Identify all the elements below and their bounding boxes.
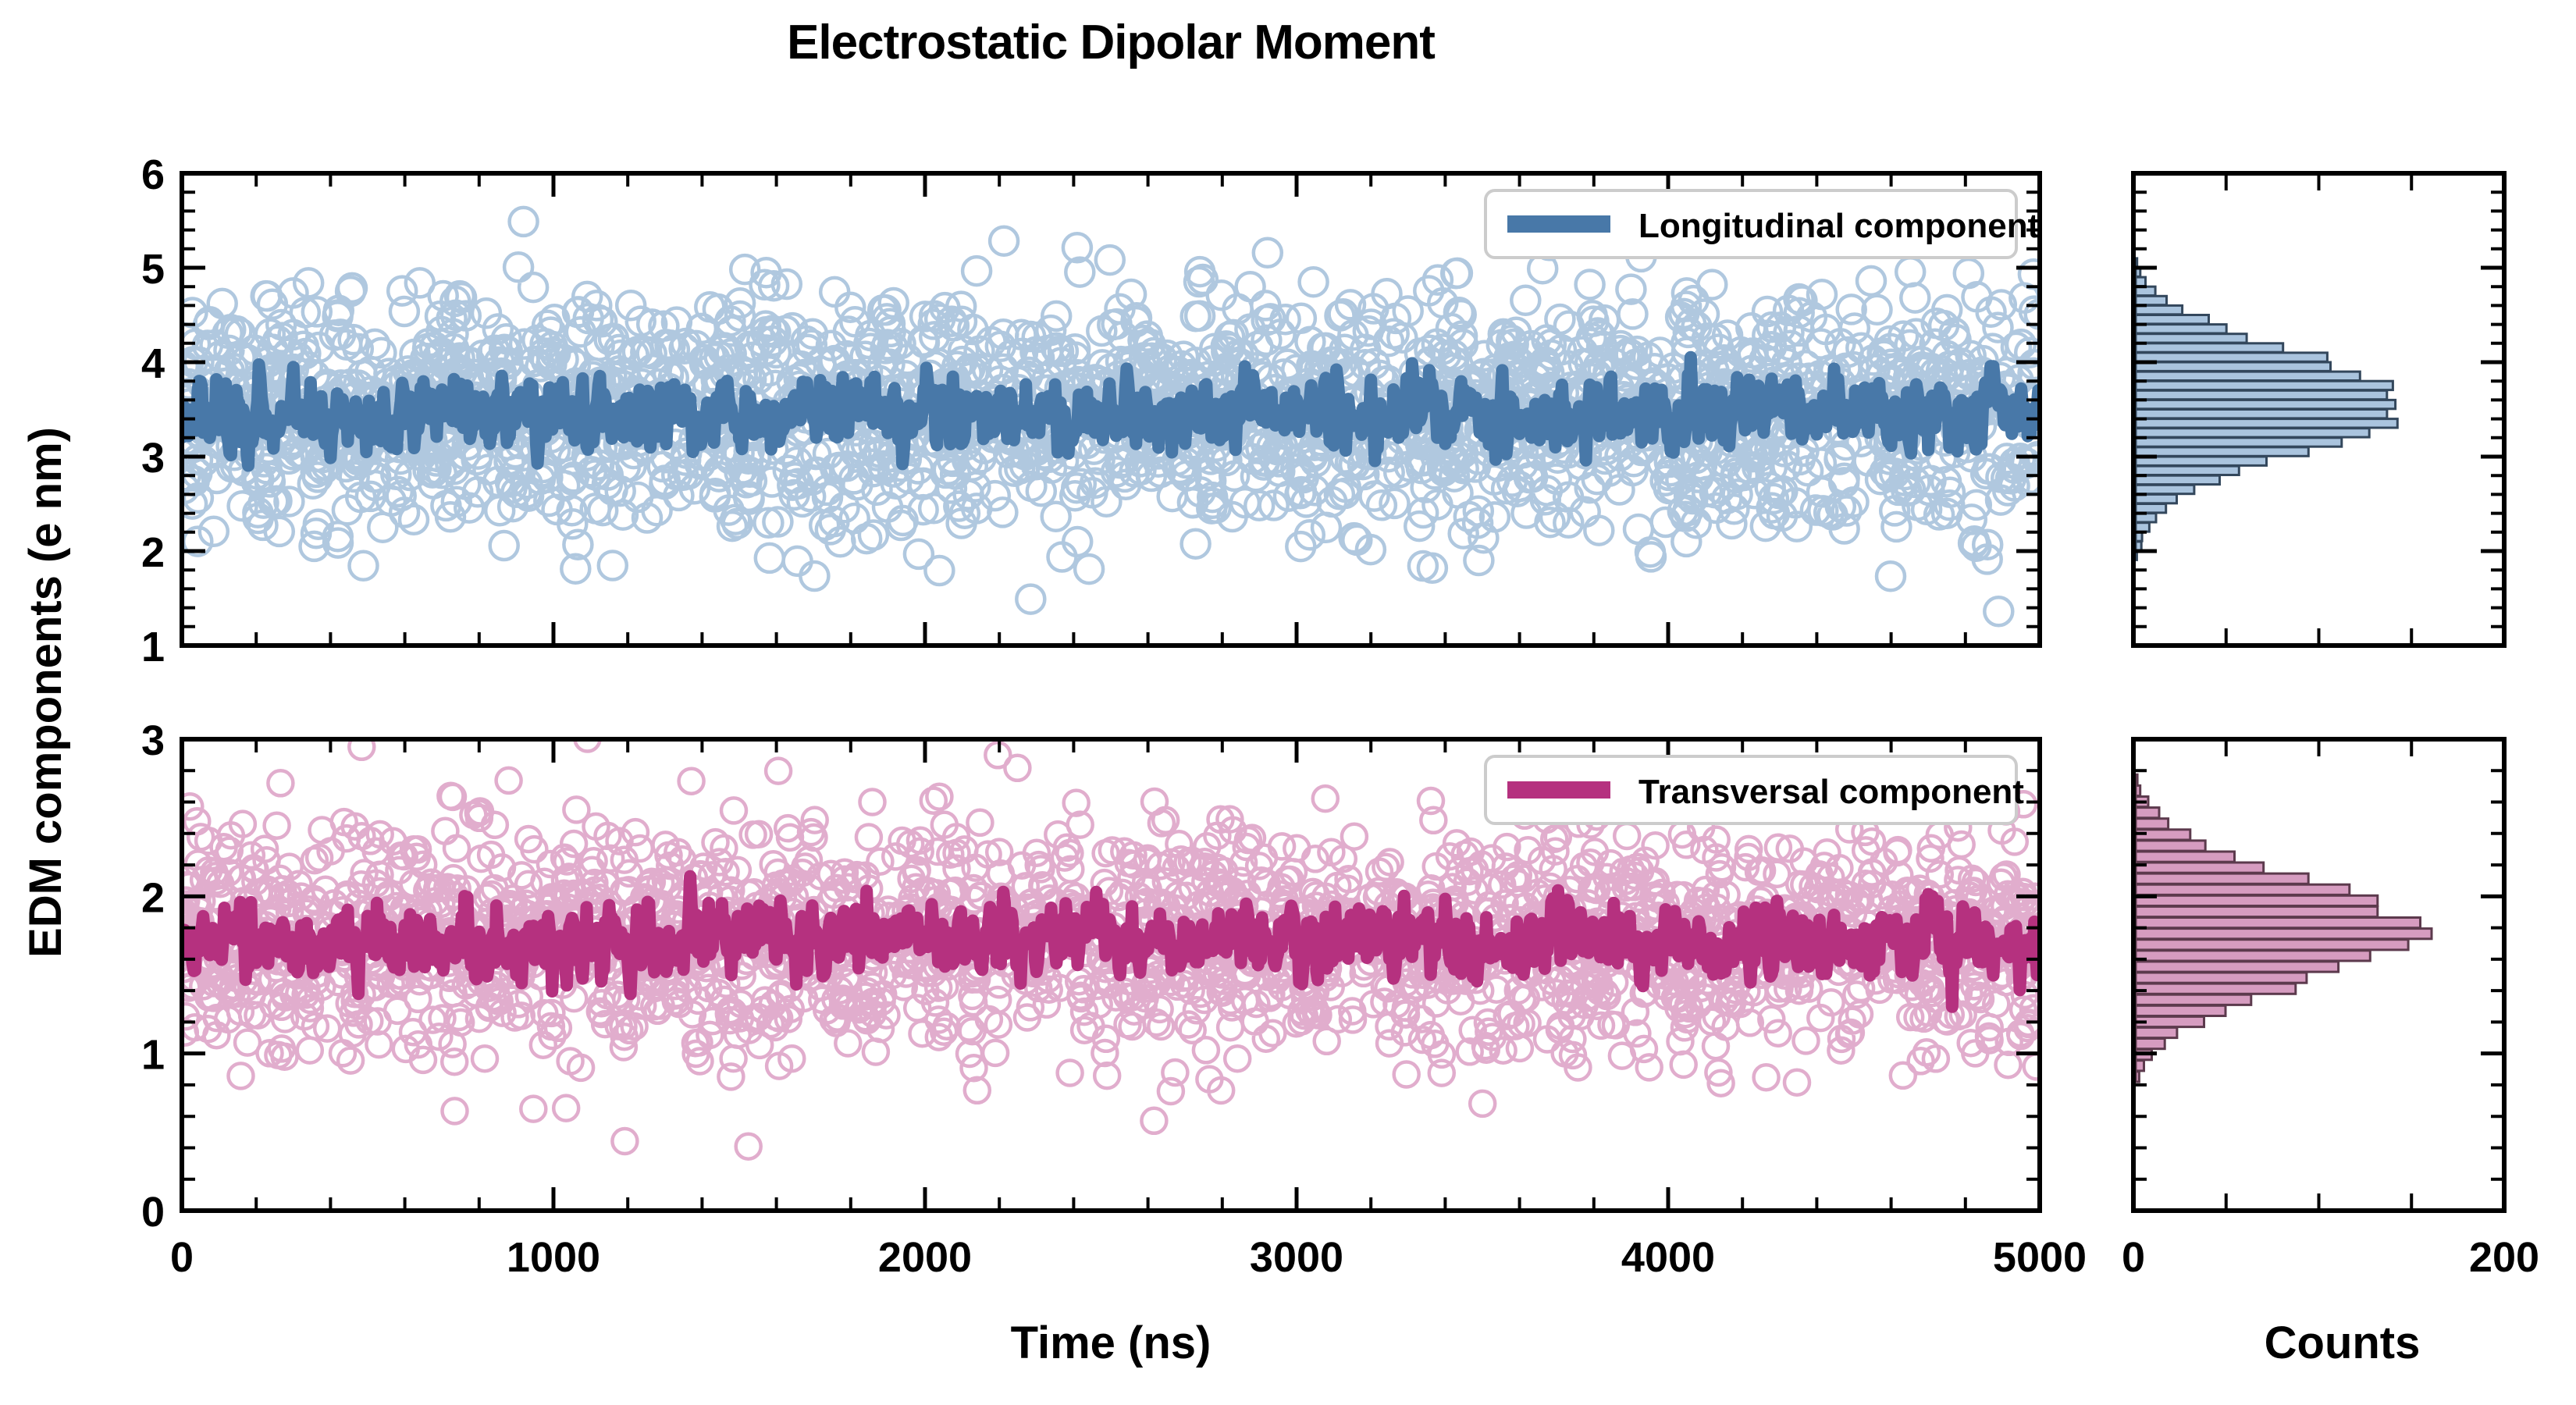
y-tick-label: 2: [141, 874, 165, 921]
x-tick-label: 1000: [507, 1234, 600, 1281]
hist-bar: [2134, 464, 2240, 476]
hist-bar: [2134, 294, 2168, 307]
hist-bar: [2134, 905, 2379, 919]
mean-line-transversal: [182, 870, 2040, 1013]
legend-box: [1484, 755, 2018, 825]
panel-frame-transversal: [180, 737, 2042, 1213]
hist-bar: [2134, 1059, 2145, 1072]
hist-bar: [2134, 379, 2394, 392]
hist-bar: [2134, 314, 2210, 325]
hist-bar: [2134, 773, 2139, 786]
hist-bar: [2134, 1037, 2166, 1051]
x-axis-label: Time (ns): [1011, 1318, 1212, 1368]
histogram-longitudinal: [2131, 171, 2507, 648]
hist-bar: [2134, 960, 2340, 973]
hist-bar: [2134, 446, 2310, 457]
y-tick-label: 4: [141, 340, 165, 387]
legend-transversal[interactable]: Transversal component: [1484, 755, 2024, 825]
y-tick-label: 3: [141, 435, 165, 482]
hist-bar: [2134, 1070, 2140, 1083]
legend-box: [1484, 189, 2018, 259]
hist-bar: [2134, 949, 2371, 962]
legend-longitudinal[interactable]: Longitudinal component: [1484, 189, 2040, 259]
y-tick-label: 0: [141, 1189, 165, 1236]
hist-bar: [2134, 436, 2343, 448]
legend-swatch: [1507, 781, 1610, 799]
x-tick-label: 2000: [878, 1234, 972, 1281]
hist-frame-transversal: [2131, 737, 2507, 1213]
hist-x-tick-label: 0: [2122, 1234, 2145, 1281]
hist-bar: [2134, 370, 2361, 382]
hist-bar: [2134, 503, 2168, 514]
y-axis-label: EDM components (e nm): [20, 427, 71, 958]
hist-bar: [2134, 483, 2196, 496]
hist-bar: [2134, 971, 2308, 984]
y-tick-label: 5: [141, 246, 165, 293]
hist-bar: [2134, 927, 2433, 941]
y-tick-label: 3: [141, 717, 165, 764]
hist-frame-longitudinal: [2131, 171, 2507, 648]
hist-bar: [2134, 276, 2147, 288]
hist-bar: [2134, 938, 2410, 951]
hist-bar: [2134, 839, 2207, 852]
hist-bar: [2134, 982, 2297, 995]
hist-bar: [2134, 361, 2332, 372]
hist-bar: [2134, 817, 2170, 831]
x-tick-label: 4000: [1621, 1234, 1715, 1281]
y-tick-label: 1: [141, 1032, 165, 1079]
hist-bar: [2134, 894, 2379, 908]
hist-bar: [2134, 883, 2351, 896]
hist-x-axis-label: Counts: [2265, 1318, 2421, 1368]
hist-bar: [2134, 418, 2399, 429]
hist-bar: [2134, 342, 2285, 354]
hist-bar: [2134, 850, 2236, 863]
legend-swatch: [1507, 215, 1610, 233]
hist-bar: [2134, 408, 2389, 420]
hist-bar: [2134, 323, 2228, 335]
hist-x-tick-label: 200: [2469, 1234, 2539, 1281]
hist-bar: [2134, 1004, 2227, 1018]
hist-bar: [2134, 427, 2371, 439]
x-tick-label: 0: [170, 1234, 194, 1281]
panel-transversal: 0 1 2 3 0 1000 2000 3000 4000 5000 Transversal com…: [141, 717, 2087, 1281]
panel-frame-longitudinal: [180, 171, 2042, 648]
x-tick-label: 5000: [1993, 1234, 2087, 1281]
legend-label: Transversal component: [1638, 773, 2024, 811]
histogram-transversal: 0 200: [2122, 737, 2539, 1281]
hist-bar: [2134, 351, 2329, 363]
chart-title: Electrostatic Dipolar Moment: [787, 16, 1435, 69]
hist-bar: [2134, 333, 2248, 344]
panel-longitudinal: 1 2 3 4 5 6 Longitudinal component: [141, 151, 2042, 670]
hist-bar: [2134, 861, 2265, 874]
hist-bar: [2134, 389, 2389, 401]
hist-bar: [2134, 521, 2151, 533]
hist-bar: [2134, 872, 2310, 885]
y-tick-label: 6: [141, 151, 165, 198]
x-tick-label: 3000: [1250, 1234, 1343, 1281]
y-tick-label: 2: [141, 529, 165, 576]
y-tick-label: 1: [141, 624, 165, 670]
hist-bar: [2134, 474, 2221, 486]
hist-bar: [2134, 398, 2397, 411]
hist-bar: [2134, 993, 2253, 1006]
mean-line-longitudinal: [182, 350, 2040, 472]
hist-bar: [2134, 1026, 2179, 1040]
hist-bar: [2134, 784, 2142, 798]
hist-bar: [2134, 806, 2161, 820]
hist-bar: [2134, 916, 2421, 930]
legend-label: Longitudinal component: [1638, 207, 2040, 245]
